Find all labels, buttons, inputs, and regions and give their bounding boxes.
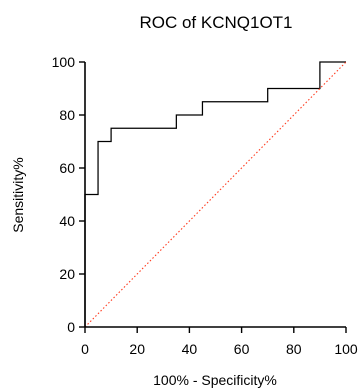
y-tick-label: 0 <box>67 319 75 335</box>
x-tick-label: 80 <box>286 341 302 357</box>
x-tick-label: 0 <box>81 341 89 357</box>
x-tick-label: 60 <box>234 341 250 357</box>
y-tick-label: 20 <box>59 266 75 282</box>
x-axis-ticks: 0 20 40 60 80 100 <box>81 327 358 357</box>
x-tick-label: 40 <box>182 341 198 357</box>
roc-curve-line <box>84 61 346 327</box>
y-axis-label: Sensitivity% <box>10 157 26 232</box>
y-axis-ticks: 0 20 40 60 80 100 <box>52 54 85 335</box>
reference-diagonal-line <box>84 61 347 328</box>
chart-title: ROC of KCNQ1OT1 <box>139 13 292 32</box>
x-axis-label: 100% - Specificity% <box>153 372 277 388</box>
y-tick-label: 100 <box>52 54 76 70</box>
x-tick-label: 100 <box>334 341 358 357</box>
y-tick-label: 40 <box>59 213 75 229</box>
x-tick-label: 20 <box>129 341 145 357</box>
y-tick-label: 80 <box>59 107 75 123</box>
y-tick-label: 60 <box>59 160 75 176</box>
plot-area <box>84 61 347 328</box>
